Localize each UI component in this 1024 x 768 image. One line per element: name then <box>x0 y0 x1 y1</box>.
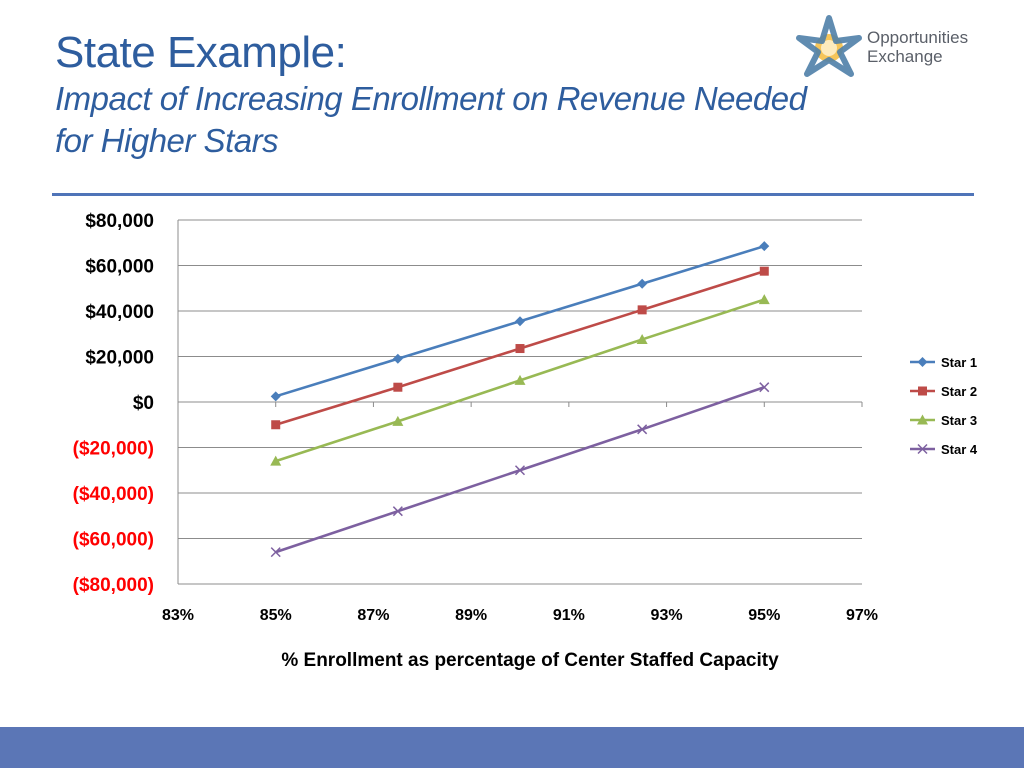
y-tick-label: $20,000 <box>85 348 154 369</box>
data-point <box>270 547 281 558</box>
y-tick-label: $0 <box>133 393 154 414</box>
legend-marker <box>918 386 927 396</box>
legend-label: Star 2 <box>941 384 977 399</box>
data-point <box>392 415 404 426</box>
x-tick-label: 85% <box>260 607 292 624</box>
data-point <box>514 374 526 385</box>
slide-subtitle-line-1: Impact of Increasing Enrollment on Reven… <box>55 80 807 117</box>
series-lines <box>270 241 770 558</box>
data-point <box>759 382 770 393</box>
slide-title: State Example: <box>55 28 347 77</box>
logo-text-line-1: Opportunities <box>867 28 969 47</box>
legend-marker <box>917 414 928 425</box>
star-sun-logo-icon <box>796 15 862 77</box>
x-tick-label: 83% <box>162 607 194 624</box>
legend: Star 1 Star 2 Star 3 Star 4 <box>910 355 978 457</box>
y-tick-label: $40,000 <box>85 302 154 323</box>
slide-title-block: State Example: Impact of Increasing Enro… <box>55 28 955 162</box>
x-tick-label: 91% <box>553 607 585 624</box>
x-tick-label: 93% <box>651 607 683 624</box>
data-point <box>392 506 403 517</box>
y-tick-label: $60,000 <box>85 257 154 278</box>
x-tick-label: 97% <box>846 607 878 624</box>
data-point <box>514 465 526 476</box>
data-point <box>271 420 281 430</box>
data-point <box>758 294 770 305</box>
data-point <box>636 333 648 344</box>
y-tick-label: ($20,000) <box>73 439 154 460</box>
x-tick-label: 89% <box>455 607 487 624</box>
data-point <box>637 424 648 435</box>
line-chart: $80,000 $60,000 $40,000 $20,000 $0 ($20,000) (… <box>73 211 978 671</box>
title-divider <box>52 193 974 196</box>
legend-marker <box>917 357 928 367</box>
x-tick-label: 87% <box>357 607 389 624</box>
axes: $80,000 $60,000 $40,000 $20,000 $0 ($20,000) (… <box>73 211 878 671</box>
data-point <box>759 266 769 276</box>
data-point <box>759 241 770 252</box>
data-point <box>270 455 282 466</box>
slide-subtitle-line-2: for Higher Stars <box>55 122 279 159</box>
y-tick-label: ($80,000) <box>73 575 154 596</box>
data-point <box>393 382 403 392</box>
logo-text-line-2: Exchange <box>867 47 943 66</box>
y-tick-label: $80,000 <box>85 211 154 232</box>
x-tick-label: 95% <box>748 607 780 624</box>
legend-marker <box>917 443 928 455</box>
legend-label: Star 4 <box>941 442 978 457</box>
legend-label: Star 1 <box>941 355 977 370</box>
gridlines <box>178 219 862 585</box>
data-point <box>637 305 647 315</box>
data-point <box>392 353 403 364</box>
data-point <box>637 278 648 289</box>
data-point <box>270 391 281 402</box>
data-point <box>515 316 525 327</box>
footer-bar <box>0 727 1024 768</box>
legend-label: Star 3 <box>941 413 977 428</box>
y-tick-label: ($40,000) <box>73 484 154 505</box>
y-tick-label: ($60,000) <box>73 530 154 551</box>
opportunities-exchange-logo: Opportunities Exchange <box>795 14 995 82</box>
x-axis-title: % Enrollment as percentage of Center Sta… <box>281 650 779 671</box>
data-point <box>515 344 525 354</box>
